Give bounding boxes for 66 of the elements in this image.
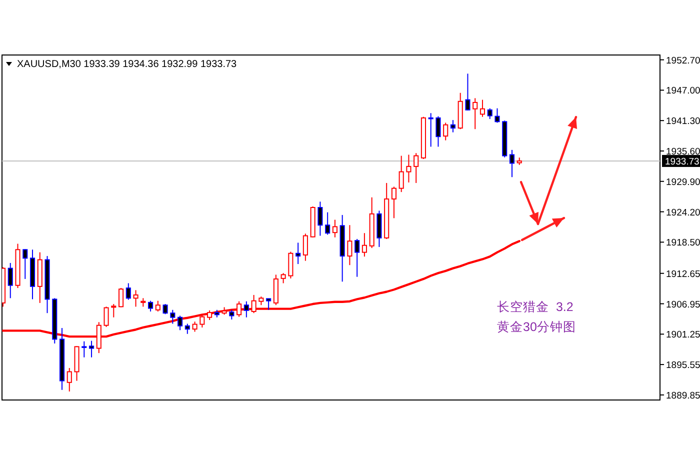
- candlestick: [118, 288, 124, 308]
- candlestick: [288, 251, 294, 279]
- candlestick: [398, 155, 404, 193]
- candlestick: [66, 368, 72, 392]
- candlestick: [362, 232, 367, 258]
- candlestick: [472, 98, 478, 130]
- candlestick: [273, 274, 278, 306]
- candlestick: [280, 272, 286, 284]
- candlestick: [450, 120, 456, 133]
- candlestick: [244, 300, 249, 318]
- y-tick-label: 1952.70: [666, 55, 700, 66]
- candlestick: [192, 321, 198, 332]
- candlestick: [126, 282, 131, 300]
- candlestick: [148, 300, 154, 312]
- candlestick: [318, 201, 323, 236]
- candlestick: [266, 298, 272, 310]
- y-tick-label: 1901.25: [666, 330, 700, 341]
- candlestick: [133, 290, 138, 308]
- candlestick: [406, 154, 412, 183]
- candlestick: [443, 122, 448, 141]
- annotation: 长空猎金 3.2: [497, 300, 574, 314]
- candlestick: [414, 152, 419, 184]
- candlestick: [487, 108, 492, 120]
- ref-line-label: 1933.73: [665, 156, 700, 168]
- candlestick: [465, 73, 470, 111]
- candlestick: [111, 304, 116, 318]
- candlestick: [332, 219, 338, 238]
- y-tick-label: 1906.95: [666, 299, 700, 310]
- y-tick-label: 1924.20: [666, 207, 700, 218]
- candlestick: [22, 248, 28, 280]
- candlestick: [200, 314, 205, 328]
- candlestick: [436, 116, 441, 148]
- y-tick-label: 1889.85: [666, 390, 700, 402]
- candlestick: [480, 99, 486, 118]
- candlestick: [170, 309, 176, 324]
- y-tick-label: 1912.65: [666, 268, 700, 280]
- y-tick-label: 1935.60: [666, 146, 700, 158]
- candlestick: [236, 300, 242, 318]
- candlestick: [325, 212, 330, 236]
- candlestick: [347, 224, 352, 266]
- y-tick-label: 1895.55: [666, 360, 700, 372]
- candlestick: [494, 108, 500, 124]
- candlestick: [8, 262, 13, 299]
- candlestick: [162, 304, 168, 315]
- candlestick: [391, 186, 396, 219]
- candlestick: [229, 309, 234, 320]
- candlestick: [302, 233, 308, 262]
- candlestick: [178, 315, 183, 331]
- candlestick: [104, 306, 109, 328]
- candlestick: [88, 340, 94, 358]
- candlestick: [82, 340, 87, 358]
- candlestick: [251, 294, 256, 314]
- candlestick: [155, 300, 160, 312]
- y-tick-label: 1918.50: [666, 238, 700, 249]
- y-tick-label: 1941.30: [666, 116, 700, 128]
- chart-title: XAUUSD,M30 1933.39 1934.36 1932.99 1933.73: [17, 59, 238, 70]
- y-tick-label: 1929.90: [666, 176, 700, 188]
- candlestick: [296, 242, 301, 265]
- candlestick: [354, 238, 360, 278]
- annotation: 黄金30分钟图: [497, 320, 576, 334]
- candlestick: [376, 210, 382, 248]
- candlestick: [509, 149, 515, 178]
- candlestick: [207, 310, 212, 321]
- candlestick: [428, 112, 434, 148]
- y-tick-label: 1947.00: [666, 86, 700, 97]
- candlestick: [184, 323, 190, 334]
